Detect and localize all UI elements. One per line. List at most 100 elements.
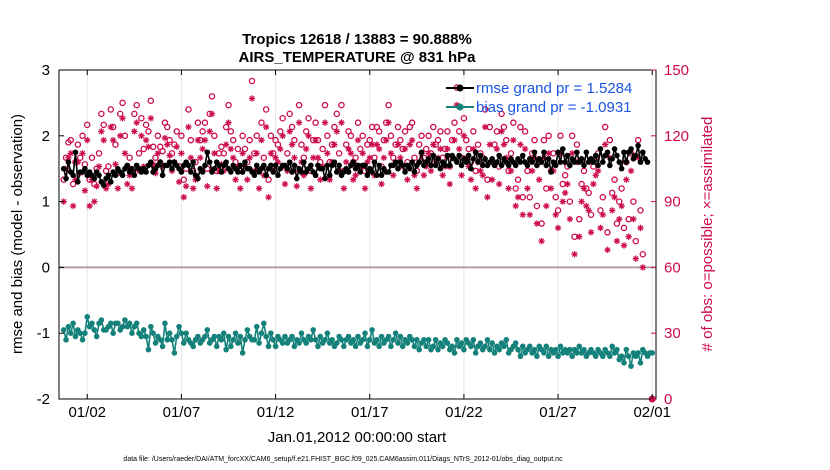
possible-obs-point xyxy=(576,215,583,223)
bias-point xyxy=(291,343,298,350)
bias-point xyxy=(501,343,507,350)
rmse-point xyxy=(531,149,538,156)
rmse-point xyxy=(555,149,561,156)
asterisk-stroke xyxy=(430,141,436,148)
possible-obs-point xyxy=(552,193,559,201)
data-file-footnote: data file: /Users/raeder/DAI/ATM_forcXX/… xyxy=(123,456,563,463)
possible-obs-point xyxy=(566,198,574,205)
rmse-point xyxy=(402,169,408,175)
assimilated-obs-point xyxy=(394,141,402,148)
possible-obs-point xyxy=(385,101,392,109)
asterisk-stroke xyxy=(536,177,542,183)
asterisk-stroke xyxy=(268,150,274,157)
asterisk-stroke xyxy=(508,168,514,174)
rmse-point xyxy=(223,159,229,165)
rmse-point xyxy=(564,152,571,159)
asterisk-stroke xyxy=(197,155,203,161)
bias-point xyxy=(649,350,656,356)
asterisk-stroke xyxy=(388,150,394,157)
assimilated-obs-point xyxy=(302,145,310,153)
asterisk-stroke xyxy=(510,137,517,143)
rmse-point xyxy=(543,162,550,169)
tick-layer: 01/02 01/07 01/12 01/17 01/22 01/27 02/01 -2 -1 0… xyxy=(37,62,689,421)
possible-obs-point xyxy=(253,132,260,140)
asterisk-stroke xyxy=(258,137,265,143)
possible-obs-point xyxy=(142,121,150,129)
possible-obs-point xyxy=(88,154,96,161)
rmse-point xyxy=(371,159,378,165)
rmse-point xyxy=(477,152,484,159)
assimilated-obs-point xyxy=(576,233,583,240)
x-tick-label: 01/12 xyxy=(257,404,295,421)
bias-point xyxy=(303,340,309,346)
bias-point xyxy=(555,353,561,360)
rmse-point xyxy=(581,162,587,169)
assimilated-obs-point xyxy=(255,185,263,192)
possible-obs-point xyxy=(286,110,293,118)
bias-point xyxy=(388,343,394,350)
possible-obs-point xyxy=(201,119,209,126)
asterisk-stroke xyxy=(124,181,130,187)
bias-point xyxy=(395,340,401,346)
y-tick-label: 0 xyxy=(42,259,50,276)
bias-point xyxy=(312,336,319,343)
bias-point xyxy=(251,336,258,343)
rmse-point xyxy=(218,169,225,175)
asterisk-stroke xyxy=(345,146,352,152)
asterisk-stroke xyxy=(287,128,293,135)
legend-rmse-marker xyxy=(456,84,464,92)
rmse-point xyxy=(107,179,114,185)
assimilated-obs-point xyxy=(114,185,122,192)
assimilated-obs-point xyxy=(79,150,86,157)
bias-point xyxy=(237,333,244,340)
rmse-point xyxy=(188,169,194,175)
bias-point xyxy=(623,346,630,353)
assimilated-obs-point xyxy=(519,211,526,218)
asterisk-stroke xyxy=(190,185,196,192)
assimilated-obs-point xyxy=(293,183,300,190)
possible-obs-point xyxy=(510,119,517,126)
assimilated-obs-point xyxy=(232,176,239,183)
assimilated-obs-point xyxy=(498,128,505,135)
asterisk-stroke xyxy=(84,137,90,143)
bias-point xyxy=(484,336,491,343)
asterisk-stroke xyxy=(327,177,333,183)
rmse-point xyxy=(406,165,413,172)
assimilated-obs-point xyxy=(350,176,357,183)
bias-point xyxy=(317,333,324,340)
possible-obs-point xyxy=(411,154,418,161)
asterisk-stroke xyxy=(385,119,392,126)
y2-tick-label: 0 xyxy=(664,391,672,408)
assimilated-obs-point xyxy=(583,202,590,210)
rmse-point xyxy=(272,162,279,169)
bias-point xyxy=(268,330,274,337)
assimilated-obs-point xyxy=(599,211,606,218)
assimilated-obs-point xyxy=(142,136,150,144)
bias-point xyxy=(444,340,451,346)
assimilated-obs-point xyxy=(536,176,543,183)
bias-point xyxy=(482,343,488,350)
asterisk-stroke xyxy=(626,234,632,240)
bias-point xyxy=(423,343,430,350)
assimilated-obs-point xyxy=(561,189,569,197)
bias-point xyxy=(315,343,321,350)
rmse-point xyxy=(308,162,314,169)
rmse-point xyxy=(129,165,135,172)
bias-point xyxy=(60,327,67,333)
assimilated-obs-point xyxy=(230,154,237,161)
possible-obs-point xyxy=(498,110,505,118)
asterisk-stroke xyxy=(138,133,145,139)
bias-point xyxy=(308,336,314,343)
bias-point xyxy=(79,336,86,343)
y-tick-label: 1 xyxy=(42,194,50,211)
asterisk-stroke xyxy=(609,207,615,214)
rmse-point xyxy=(640,149,646,156)
asterisk-stroke xyxy=(350,177,356,183)
bias-point xyxy=(223,346,229,353)
asterisk-stroke xyxy=(282,181,288,187)
assimilated-obs-point xyxy=(93,183,100,190)
asterisk-stroke xyxy=(312,137,319,143)
rmse-point xyxy=(286,159,293,165)
rmse-point xyxy=(242,159,248,165)
rmse-point xyxy=(548,169,554,175)
